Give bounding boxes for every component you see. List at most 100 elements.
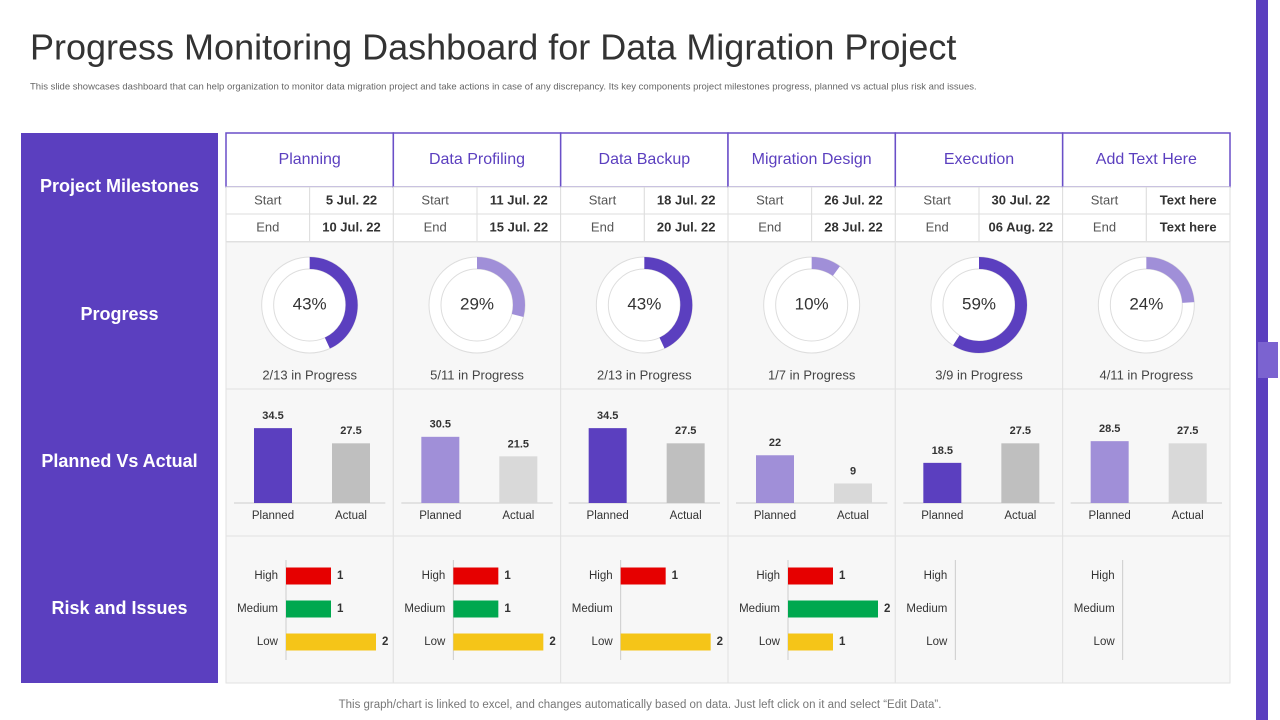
risk-bar [453, 600, 499, 618]
bar [588, 428, 627, 503]
bar [499, 456, 538, 503]
column-header: Data Profiling [429, 151, 525, 168]
milestone-cell [643, 213, 729, 242]
progress-value: 59% [962, 294, 996, 313]
bar-label: Actual [1004, 510, 1036, 522]
milestone-label: End [758, 219, 781, 234]
progress-text: 5/11 in Progress [430, 367, 524, 382]
milestone-label: End [926, 219, 949, 234]
risk-bar [286, 633, 376, 651]
milestone-label: Start [254, 192, 282, 207]
milestone-cell [1062, 186, 1147, 215]
risk-bar [788, 567, 833, 585]
bar-value: 34.5 [262, 410, 283, 422]
column-header: Migration Design [752, 151, 872, 168]
progress-value: 10% [795, 294, 829, 313]
risk-value: 2 [549, 636, 555, 648]
footer: This graph/chart is linked to excel, and… [339, 699, 942, 711]
risk-level: Medium [572, 603, 613, 615]
milestone-label: Start [421, 192, 449, 207]
bar [1090, 441, 1129, 503]
bar-value: 22 [769, 437, 781, 449]
cell [727, 388, 896, 537]
bar-value: 18.5 [932, 445, 953, 457]
bar [666, 443, 705, 503]
bar [332, 443, 370, 503]
bar-value: 9 [850, 465, 856, 477]
risk-bar [788, 633, 833, 651]
risk-value: 2 [717, 636, 723, 648]
risk-bar [286, 567, 331, 585]
milestone-date: 30 Jul. 22 [992, 192, 1051, 207]
donut-arc [931, 257, 1027, 353]
risk-bar [286, 600, 331, 618]
row-label: Progress [80, 304, 158, 324]
milestone-label: Start [923, 192, 951, 207]
bar [756, 455, 794, 503]
risk-level: Low [424, 636, 446, 648]
milestone-cell [811, 213, 896, 242]
risk-value: 1 [337, 603, 344, 615]
risk-level: High [589, 570, 613, 582]
bar [1001, 443, 1040, 503]
milestone-cell [811, 186, 896, 215]
bar-value: 27.5 [340, 425, 361, 437]
progress-value: 29% [460, 294, 494, 313]
risk-level: Medium [237, 603, 278, 615]
progress-text: 2/13 in Progress [262, 367, 357, 382]
risk-level: Medium [1074, 603, 1115, 615]
risk-value: 1 [839, 570, 846, 582]
milestone-cell [1145, 213, 1231, 242]
progress-text: 2/13 in Progress [597, 367, 692, 382]
bar-label: Planned [1089, 510, 1131, 522]
risk-level: Low [1094, 636, 1116, 648]
risk-value: 1 [504, 603, 511, 615]
bar-label: Actual [1172, 510, 1204, 522]
progress-value: 43% [627, 294, 661, 313]
bar-value: 34.5 [597, 410, 618, 422]
header-cell [1061, 132, 1231, 188]
risk-level: High [756, 570, 780, 582]
milestone-cell [894, 213, 980, 242]
bar [923, 462, 962, 503]
milestone-label: Start [1091, 192, 1119, 207]
donut-arc [261, 257, 358, 353]
row-label-panel [21, 133, 218, 683]
risk-level: Medium [739, 603, 780, 615]
cell [894, 535, 1064, 684]
bar-value: 27.5 [675, 425, 696, 437]
risk-level: High [924, 570, 948, 582]
milestone-date: 20 Jul. 22 [657, 219, 716, 234]
milestone-date: 10 Jul. 22 [322, 219, 381, 234]
milestone-date: Text here [1160, 219, 1217, 234]
progress-value: 24% [1129, 294, 1163, 313]
risk-value: 1 [672, 570, 679, 582]
row-label: Planned Vs Actual [41, 451, 197, 471]
donut-arc [763, 257, 860, 353]
milestone-cell [978, 213, 1064, 242]
risk-bar [620, 633, 711, 651]
risk-level: High [1091, 570, 1115, 582]
risk-value: 1 [337, 570, 344, 582]
bar-label: Planned [587, 510, 629, 522]
milestone-cell [727, 213, 813, 242]
milestone-label: Start [589, 192, 617, 207]
header-cell [894, 132, 1064, 188]
milestone-label: End [1093, 219, 1116, 234]
milestone-label: Start [756, 192, 784, 207]
bar-label: Planned [754, 510, 796, 522]
progress-text: 3/9 in Progress [935, 367, 1023, 382]
donut-arc [429, 257, 525, 353]
milestone-date: 15 Jul. 22 [490, 219, 549, 234]
bar-label: Planned [419, 510, 461, 522]
risk-bar [453, 567, 499, 585]
bar [1168, 443, 1207, 503]
bar [254, 428, 292, 503]
row-label: Risk and Issues [51, 598, 187, 618]
cell [560, 535, 729, 684]
milestone-date: 18 Jul. 22 [657, 192, 716, 207]
donut-arc [596, 257, 693, 353]
risk-level: Medium [404, 603, 445, 615]
